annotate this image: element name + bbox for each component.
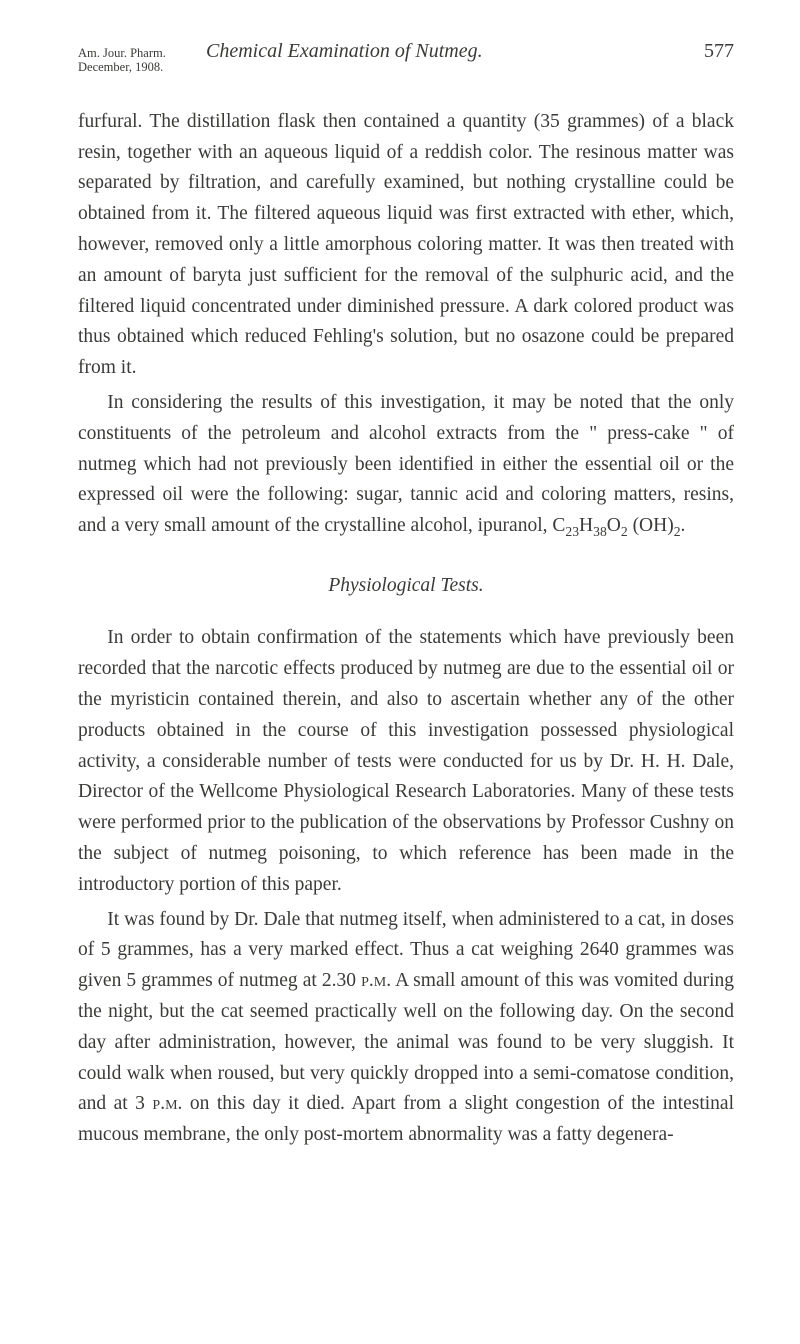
body-paragraph-4: It was found by Dr. Dale that nutmeg its… (78, 905, 734, 1151)
body-paragraph-2: In considering the results of this inves… (78, 388, 734, 543)
sub-2a: 2 (621, 524, 628, 539)
formula-O: O (607, 515, 621, 536)
issue-date: December, 1908. (78, 60, 198, 74)
sub-38: 38 (593, 524, 607, 539)
running-head: Am. Jour. Pharm. December, 1908. Chemica… (78, 40, 734, 75)
header-left: Am. Jour. Pharm. December, 1908. (78, 46, 198, 75)
p2-end: . (681, 515, 686, 536)
body-paragraph-3: In order to obtain confirmation of the s… (78, 623, 734, 900)
body-paragraph-1: furfural. The distillation flask then co… (78, 107, 734, 384)
article-title: Chemical Examination of Nutmeg. (198, 40, 674, 62)
sub-23: 23 (565, 524, 579, 539)
formula-OH: (OH) (628, 515, 674, 536)
sub-2b: 2 (674, 524, 681, 539)
formula-C: C (552, 515, 565, 536)
formula-H: H (579, 515, 593, 536)
pm-abbrev-1: p.m. (361, 970, 391, 991)
page: Am. Jour. Pharm. December, 1908. Chemica… (0, 0, 800, 1344)
journal-name: Am. Jour. Pharm. (78, 46, 198, 60)
page-number: 577 (674, 40, 734, 62)
section-subhead: Physiological Tests. (78, 571, 734, 602)
pm-abbrev-2: p.m. (152, 1093, 182, 1114)
